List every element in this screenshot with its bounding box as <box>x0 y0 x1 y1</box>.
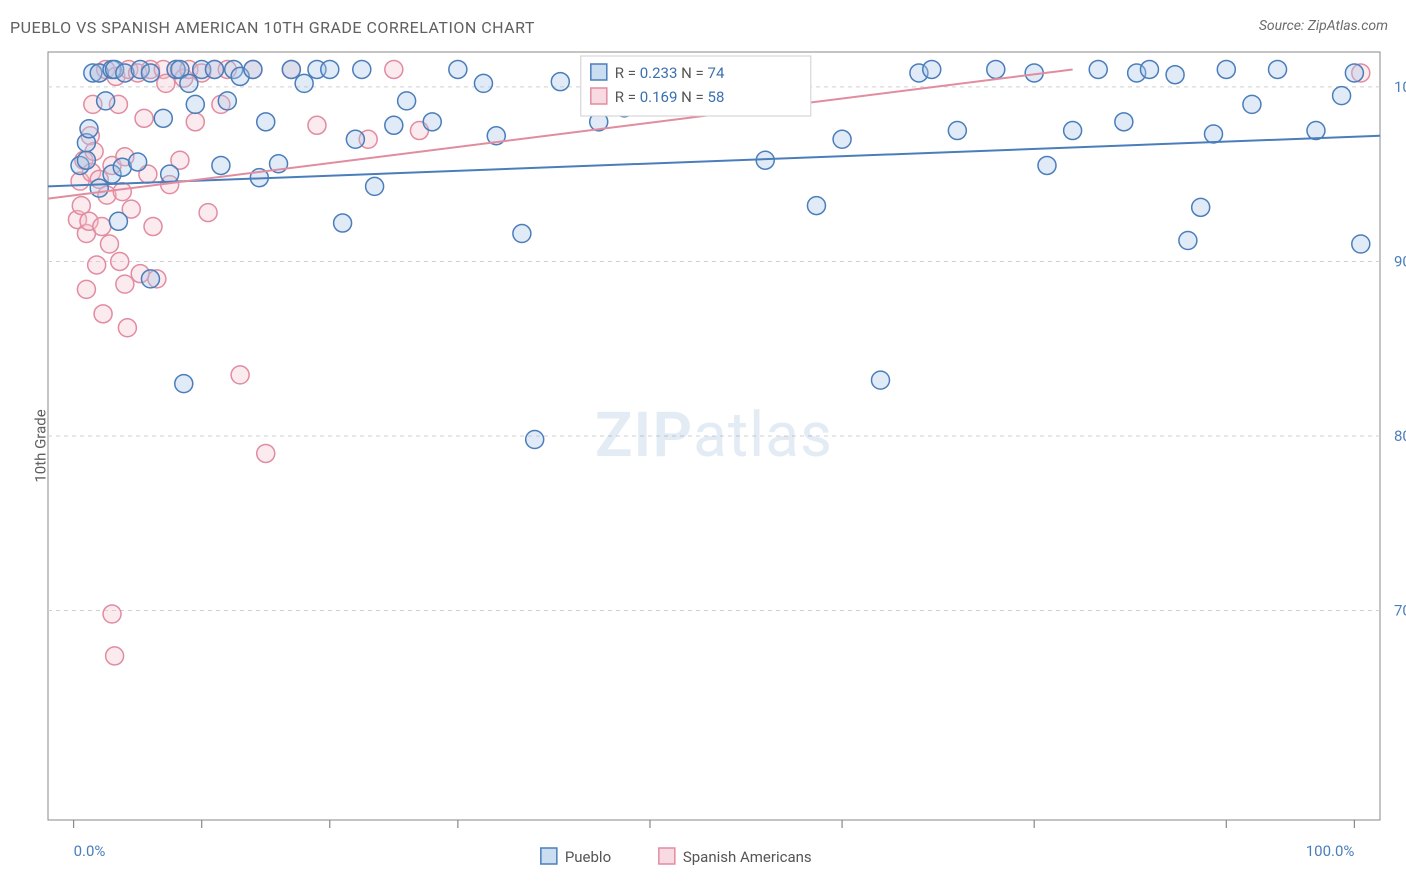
data-point <box>116 275 134 293</box>
data-point <box>334 214 352 232</box>
data-point <box>100 235 118 253</box>
data-point <box>93 218 111 236</box>
data-point <box>135 109 153 127</box>
data-point <box>385 116 403 134</box>
data-point <box>212 156 230 174</box>
data-point <box>948 122 966 140</box>
svg-text:70.0%: 70.0% <box>1394 602 1406 620</box>
data-point <box>1115 113 1133 131</box>
data-point <box>923 60 941 78</box>
data-point <box>106 647 124 665</box>
data-point <box>1179 232 1197 250</box>
data-point <box>109 212 127 230</box>
data-point <box>987 60 1005 78</box>
data-point <box>321 60 339 78</box>
scatter-chart: 70.0% 80.0% 90.0% 100.0% ZIPatlas 0.0% 100.0% R… <box>0 0 1406 892</box>
svg-text:Pueblo: Pueblo <box>565 848 611 866</box>
data-point <box>474 74 492 92</box>
data-point <box>1192 198 1210 216</box>
data-point <box>833 130 851 148</box>
data-point <box>80 120 98 138</box>
data-point <box>1038 156 1056 174</box>
data-point <box>180 74 198 92</box>
data-point <box>1307 122 1325 140</box>
svg-text:100.0%: 100.0% <box>1394 78 1406 96</box>
data-point <box>141 270 159 288</box>
svg-text:100.0%: 100.0% <box>1306 842 1355 860</box>
data-point <box>97 92 115 110</box>
data-point <box>1269 60 1287 78</box>
data-point <box>77 280 95 298</box>
data-point <box>366 177 384 195</box>
data-point <box>231 366 249 384</box>
data-point <box>385 60 403 78</box>
data-point <box>423 113 441 131</box>
data-point <box>111 252 129 270</box>
data-point <box>118 319 136 337</box>
data-point <box>94 305 112 323</box>
svg-text:90.0%: 90.0% <box>1394 252 1406 270</box>
data-point <box>186 113 204 131</box>
data-point <box>199 204 217 222</box>
data-point <box>295 74 313 92</box>
stats-legend: R = 0.233 N = 74 R = 0.169 N = 58 <box>581 56 811 116</box>
data-point <box>449 60 467 78</box>
data-point <box>218 92 236 110</box>
svg-text:ZIPatlas: ZIPatlas <box>595 399 833 472</box>
data-point <box>526 430 544 448</box>
data-point <box>346 130 364 148</box>
data-point <box>186 95 204 113</box>
data-point <box>257 113 275 131</box>
data-point <box>90 179 108 197</box>
data-point <box>161 165 179 183</box>
data-point <box>282 60 300 78</box>
data-point <box>308 116 326 134</box>
data-point <box>807 197 825 215</box>
data-point <box>141 64 159 82</box>
data-point <box>1064 122 1082 140</box>
data-point <box>1166 66 1184 84</box>
data-point <box>144 218 162 236</box>
svg-text:R = 0.233 N = 74: R = 0.233 N = 74 <box>615 64 725 82</box>
data-point <box>77 151 95 169</box>
svg-text:R = 0.169 N = 58: R = 0.169 N = 58 <box>615 88 725 106</box>
data-point <box>1217 60 1235 78</box>
data-point <box>1345 64 1363 82</box>
data-point <box>257 444 275 462</box>
data-point <box>1140 60 1158 78</box>
data-point <box>206 60 224 78</box>
data-point <box>113 183 131 201</box>
data-point <box>1089 60 1107 78</box>
data-point <box>872 371 890 389</box>
data-point <box>513 225 531 243</box>
svg-text:80.0%: 80.0% <box>1394 427 1406 445</box>
data-point <box>129 153 147 171</box>
data-point <box>154 109 172 127</box>
data-point <box>175 375 193 393</box>
series-legend: Pueblo Spanish Americans <box>541 848 812 866</box>
data-point <box>88 256 106 274</box>
data-point <box>398 92 416 110</box>
svg-text:0.0%: 0.0% <box>74 842 106 860</box>
data-point <box>103 605 121 623</box>
data-point <box>551 73 569 91</box>
data-point <box>244 60 262 78</box>
trend-line <box>48 136 1380 187</box>
data-point <box>1243 95 1261 113</box>
data-point <box>353 60 371 78</box>
svg-text:Spanish Americans: Spanish Americans <box>683 848 812 866</box>
data-point <box>1352 235 1370 253</box>
data-point <box>1333 87 1351 105</box>
data-point <box>1205 125 1223 143</box>
